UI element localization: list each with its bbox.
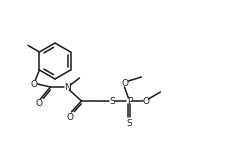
Text: O: O [31, 80, 38, 89]
Text: O: O [143, 96, 150, 105]
Text: S: S [110, 96, 115, 105]
Text: P: P [127, 96, 132, 105]
Text: O: O [36, 99, 43, 109]
Text: N: N [64, 82, 71, 91]
Text: O: O [67, 113, 74, 122]
Text: O: O [122, 79, 129, 87]
Text: S: S [126, 118, 132, 128]
